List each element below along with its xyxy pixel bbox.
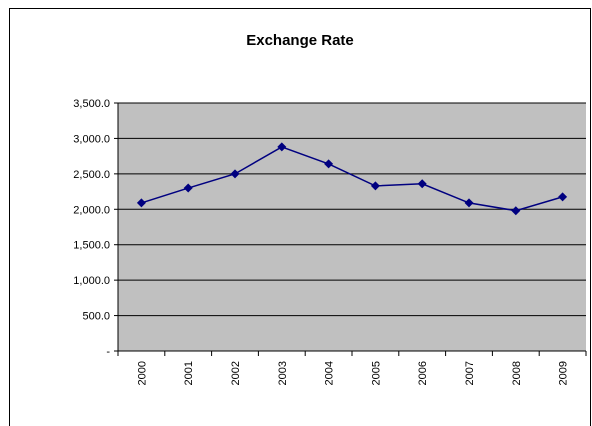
data-point (230, 169, 240, 179)
x-tick-label: 2007 (464, 361, 476, 385)
data-point (558, 192, 568, 202)
y-tick-label: 1,000.0 (73, 275, 110, 287)
data-point (464, 198, 474, 208)
x-tick-label: 2004 (324, 361, 336, 385)
y-tick-label: 2,000.0 (73, 204, 110, 216)
y-tick-label: 3,000.0 (73, 133, 110, 145)
x-tick-label: 2001 (183, 361, 195, 385)
y-tick-label: - (106, 346, 110, 358)
chart-border (9, 8, 591, 426)
chart-title: Exchange Rate (246, 32, 354, 49)
y-tick-label: 3,500.0 (73, 98, 110, 110)
plot-area (118, 103, 586, 351)
data-point (324, 159, 334, 169)
y-tick-label: 1,500.0 (73, 240, 110, 252)
y-tick-label: 2,500.0 (73, 169, 110, 181)
data-point (511, 206, 521, 216)
x-tick-label: 2002 (230, 361, 242, 385)
x-tick-label: 2003 (277, 361, 289, 385)
series-line (141, 146, 563, 212)
data-point (277, 142, 287, 152)
y-tick-label: 500.0 (82, 311, 110, 323)
data-point (183, 183, 193, 193)
x-tick-label: 2008 (511, 361, 523, 385)
data-point (370, 181, 380, 191)
x-tick-label: 2005 (370, 361, 382, 385)
x-tick-label: 2009 (558, 361, 570, 385)
data-point (136, 198, 146, 208)
x-tick-label: 2006 (417, 361, 429, 385)
data-point (417, 179, 427, 189)
x-tick-label: 2000 (136, 361, 148, 385)
